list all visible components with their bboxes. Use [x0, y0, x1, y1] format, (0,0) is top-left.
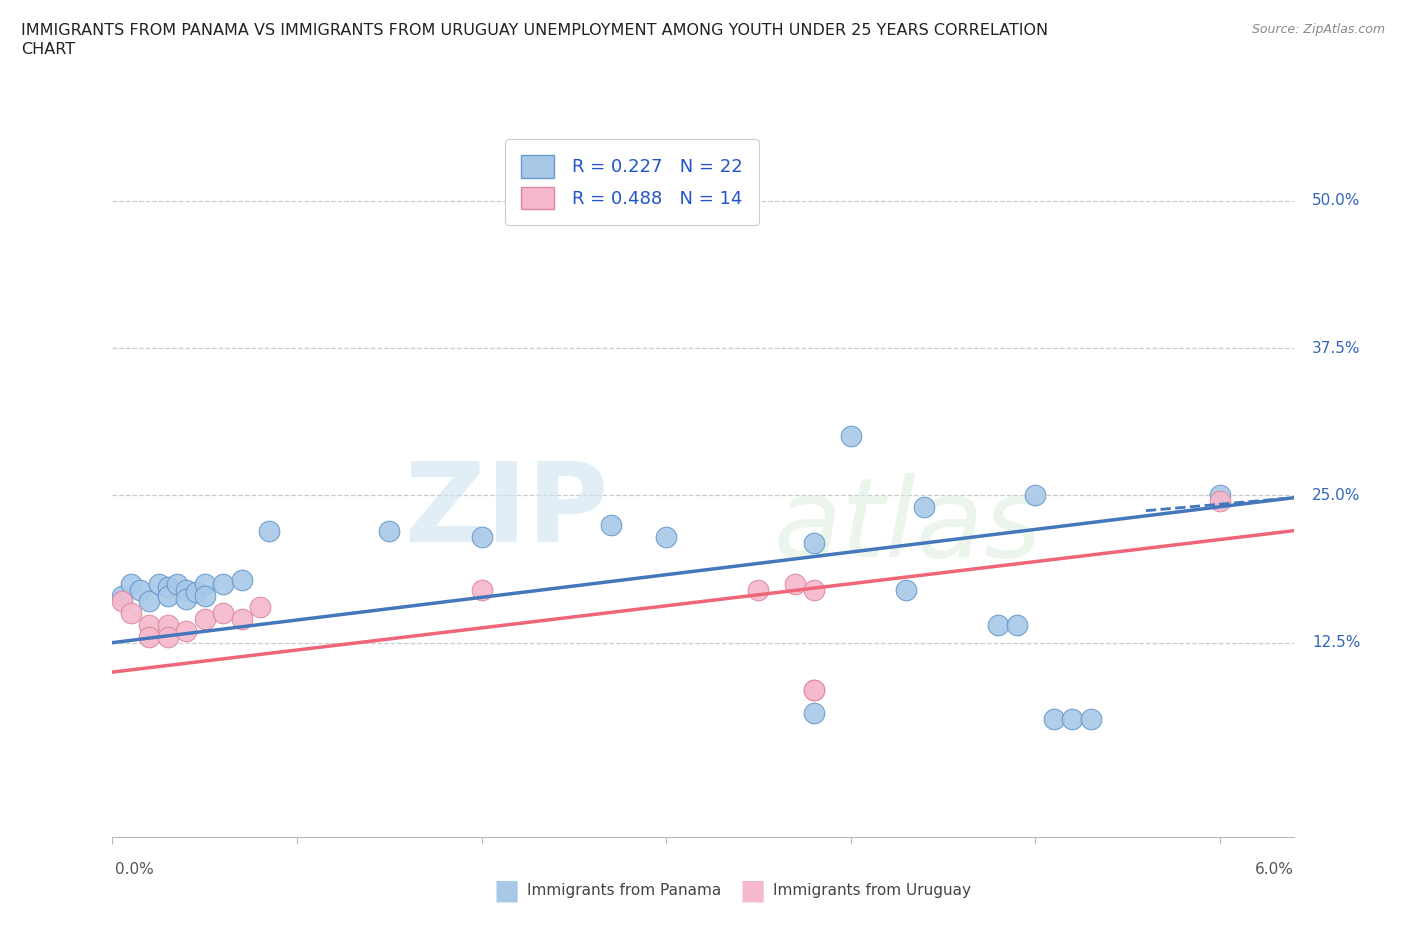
Point — [120, 577, 142, 591]
Point — [111, 588, 134, 603]
Text: 37.5%: 37.5% — [1312, 340, 1361, 355]
Point — [156, 579, 179, 594]
Point — [1024, 488, 1046, 503]
Legend: R = 0.227   N = 22, R = 0.488   N = 14: R = 0.227 N = 22, R = 0.488 N = 14 — [505, 140, 759, 225]
Point — [212, 577, 235, 591]
Text: IMMIGRANTS FROM PANAMA VS IMMIGRANTS FROM URUGUAY UNEMPLOYMENT AMONG YOUTH UNDER: IMMIGRANTS FROM PANAMA VS IMMIGRANTS FRO… — [21, 23, 1049, 38]
Text: 0.0%: 0.0% — [115, 862, 155, 877]
Text: 6.0%: 6.0% — [1254, 862, 1294, 877]
Point — [259, 524, 281, 538]
Point — [148, 577, 170, 591]
Point — [166, 577, 188, 591]
Point — [470, 529, 494, 544]
Point — [1060, 711, 1083, 726]
Point — [184, 585, 207, 600]
Point — [803, 683, 825, 698]
Point — [914, 499, 936, 514]
Point — [803, 706, 825, 721]
Point — [1080, 711, 1102, 726]
Point — [1208, 494, 1232, 509]
Point — [156, 588, 179, 603]
Point — [111, 594, 134, 609]
Text: Source: ZipAtlas.com: Source: ZipAtlas.com — [1251, 23, 1385, 36]
Point — [156, 630, 179, 644]
Point — [138, 618, 160, 632]
Point — [174, 591, 197, 606]
Point — [839, 429, 862, 444]
Point — [470, 582, 494, 597]
Point — [231, 573, 253, 588]
Point — [138, 630, 160, 644]
Text: ■: ■ — [740, 877, 765, 905]
Point — [120, 605, 142, 620]
Point — [194, 577, 217, 591]
Point — [987, 618, 1010, 632]
Point — [1042, 711, 1064, 726]
Point — [378, 524, 401, 538]
Text: 25.0%: 25.0% — [1312, 488, 1361, 503]
Text: ■: ■ — [494, 877, 519, 905]
Point — [194, 588, 217, 603]
Text: 12.5%: 12.5% — [1312, 635, 1361, 650]
Point — [138, 594, 160, 609]
Point — [803, 535, 825, 550]
Text: Immigrants from Uruguay: Immigrants from Uruguay — [773, 884, 972, 898]
Point — [212, 605, 235, 620]
Text: Immigrants from Panama: Immigrants from Panama — [527, 884, 721, 898]
Point — [655, 529, 678, 544]
Point — [803, 582, 825, 597]
Text: ZIP: ZIP — [405, 458, 609, 565]
Point — [599, 517, 621, 532]
Point — [231, 612, 253, 627]
Text: CHART: CHART — [21, 42, 75, 57]
Text: atlas: atlas — [773, 472, 1042, 579]
Point — [803, 683, 825, 698]
Point — [129, 582, 152, 597]
Point — [156, 618, 179, 632]
Point — [174, 623, 197, 638]
Point — [747, 582, 769, 597]
Point — [1208, 488, 1232, 503]
Point — [194, 612, 217, 627]
Point — [1005, 618, 1028, 632]
Point — [249, 600, 271, 615]
Point — [785, 577, 807, 591]
Point — [894, 582, 917, 597]
Text: 50.0%: 50.0% — [1312, 193, 1361, 208]
Point — [174, 582, 197, 597]
